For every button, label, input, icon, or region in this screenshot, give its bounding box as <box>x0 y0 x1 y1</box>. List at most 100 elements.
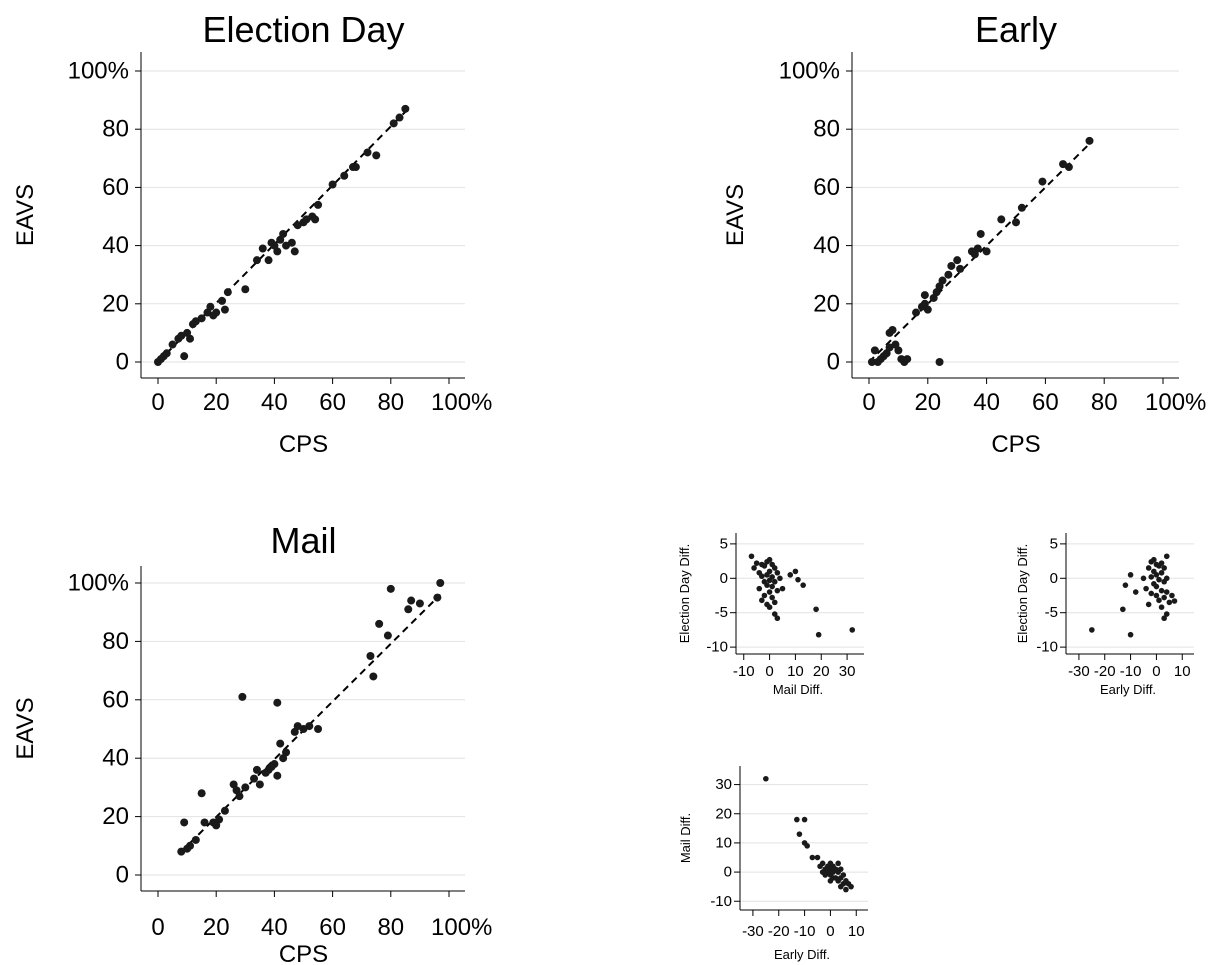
data-point <box>235 792 244 801</box>
data-point <box>923 305 932 314</box>
y-tick-label: -5 <box>715 604 728 621</box>
data-point <box>779 585 786 592</box>
x-tick-label: 80 <box>377 389 404 416</box>
data-point <box>407 596 416 605</box>
x-tick-label: -10 <box>1120 663 1142 680</box>
data-point <box>1171 598 1178 604</box>
data-point <box>223 288 232 297</box>
y-tick-label: 100% <box>68 58 129 85</box>
data-point <box>938 276 947 285</box>
data-point <box>1156 576 1162 583</box>
panel-early: 0 20 40 60 80 100% 0 20 40 60 80 100% Early CPS EAVS <box>722 9 1206 458</box>
data-point <box>273 247 282 256</box>
y-tick-label: 100% <box>68 570 129 597</box>
data-point <box>1064 163 1073 172</box>
data-point <box>759 597 765 604</box>
data-point <box>264 256 273 265</box>
data-point <box>180 352 189 361</box>
data-point <box>997 215 1006 224</box>
data-point <box>191 835 200 844</box>
x-tick-label: 20 <box>813 663 830 680</box>
data-point <box>973 244 982 253</box>
data-point <box>436 579 445 587</box>
data-point <box>276 739 285 748</box>
data-point <box>1153 592 1160 599</box>
data-point <box>1122 582 1129 588</box>
data-point <box>794 816 800 823</box>
x-tick-label: 10 <box>848 923 865 940</box>
data-point <box>751 565 757 571</box>
data-point <box>252 256 261 265</box>
y-tick-label: 80 <box>102 116 129 143</box>
data-point <box>763 775 769 782</box>
x-tick-label: -10 <box>733 663 755 680</box>
data-point <box>1148 574 1155 580</box>
x-tick-label: 100% <box>431 914 492 941</box>
x-tick-label: 80 <box>1091 389 1118 416</box>
x-tick-label: 0 <box>862 389 875 416</box>
data-point <box>197 314 206 323</box>
y-tick-label: 0 <box>724 864 732 881</box>
data-point <box>800 582 806 588</box>
y-tick-label: 0 <box>116 349 129 376</box>
fit-line <box>868 140 1094 363</box>
data-point <box>956 264 965 273</box>
data-point <box>1153 572 1160 578</box>
x-tick-label: 60 <box>319 914 346 941</box>
y-tick-label: 40 <box>813 232 840 259</box>
data-point <box>238 692 247 701</box>
y-tick-label: 20 <box>813 290 840 317</box>
data-point <box>761 592 768 599</box>
data-point <box>801 816 808 823</box>
data-point <box>976 229 985 238</box>
data-point <box>241 285 250 294</box>
data-point <box>819 860 826 867</box>
data-point <box>273 771 282 780</box>
data-point <box>1163 553 1170 560</box>
data-point <box>1161 565 1167 571</box>
data-point <box>168 340 177 349</box>
data-point <box>215 815 224 824</box>
y-tick-label: 0 <box>1050 570 1058 587</box>
data-point <box>395 113 404 122</box>
data-point <box>220 305 229 314</box>
data-point <box>815 631 822 638</box>
x-tick-label: 60 <box>1032 389 1059 416</box>
data-point <box>1127 631 1134 638</box>
data-point <box>241 783 250 792</box>
data-point <box>186 334 195 343</box>
data-point <box>200 818 209 827</box>
data-point <box>771 565 778 571</box>
y-axis-label: EAVS <box>12 697 39 759</box>
y-tick-label: 20 <box>102 290 129 317</box>
x-tick-label: 10 <box>787 663 804 680</box>
chart-title: Mail <box>270 520 336 561</box>
data-point <box>867 358 876 366</box>
data-point <box>290 247 299 256</box>
data-point <box>774 569 781 576</box>
y-tick-label: -5 <box>1045 604 1058 621</box>
data-point <box>843 886 849 893</box>
x-tick-label: 80 <box>377 914 404 941</box>
data-point <box>766 556 773 563</box>
y-tick-label: 20 <box>715 805 732 822</box>
data-point <box>270 760 279 769</box>
data-point <box>433 593 442 602</box>
data-point <box>761 563 768 569</box>
chart-title: Early <box>975 9 1057 50</box>
data-point <box>792 568 799 575</box>
data-point <box>787 572 794 578</box>
data-point <box>415 599 424 608</box>
y-tick-label: 100% <box>779 58 840 85</box>
data-point <box>753 560 760 566</box>
y-tick-label: 30 <box>715 776 732 793</box>
data-point <box>888 325 897 334</box>
data-point <box>1127 572 1134 578</box>
x-tick-label: 0 <box>826 923 834 940</box>
data-point <box>363 148 372 157</box>
data-point <box>252 765 261 774</box>
x-tick-label: 40 <box>973 389 1000 416</box>
x-tick-label: 20 <box>203 914 230 941</box>
data-point <box>369 672 378 681</box>
data-point <box>305 722 314 731</box>
